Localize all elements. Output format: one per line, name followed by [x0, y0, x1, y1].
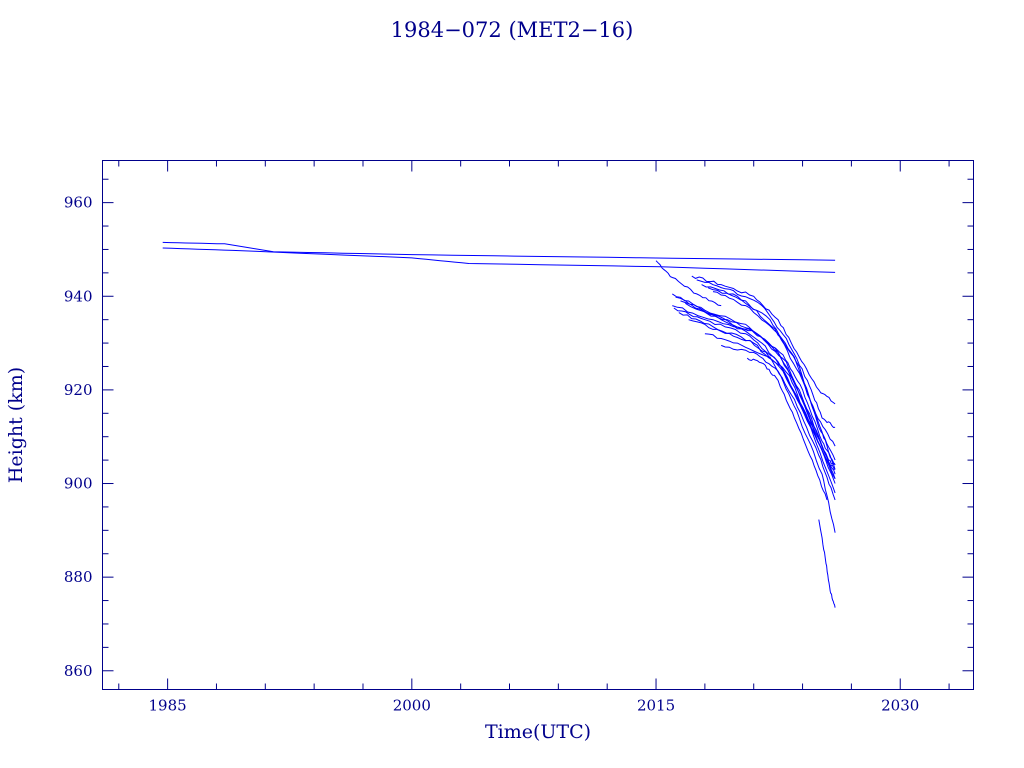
series-line [162, 241, 836, 261]
series-line [707, 287, 836, 461]
axis-ticks [102, 160, 974, 690]
x-tick-label: 1985 [149, 697, 187, 715]
plot-frame [102, 160, 974, 690]
series-line [162, 247, 836, 273]
series-line [675, 296, 836, 475]
series-group [162, 241, 836, 608]
series-line [721, 344, 836, 533]
axis-tick-labels: 1985 2000 2015 2030 860 880 900 920 940 960 [64, 194, 919, 715]
chart-title: 1984−072 (MET2−16) [391, 18, 634, 42]
x-axis-label: Time(UTC) [485, 721, 591, 743]
y-tick-label: 940 [64, 287, 93, 305]
series-line [746, 357, 828, 501]
series-line [818, 519, 836, 608]
y-tick-label: 900 [64, 475, 93, 493]
y-tick-label: 960 [64, 194, 93, 212]
y-tick-label: 860 [64, 662, 93, 680]
x-tick-label: 2015 [637, 697, 675, 715]
series-line [691, 275, 836, 405]
series-line [704, 333, 836, 501]
y-axis-label: Height (km) [5, 367, 27, 483]
y-tick-label: 880 [64, 568, 93, 586]
x-tick-label: 2030 [881, 697, 919, 715]
series-line [696, 279, 836, 429]
series-line [685, 302, 836, 494]
series-line [688, 319, 836, 480]
series-line [672, 305, 836, 466]
x-tick-label: 2000 [393, 697, 431, 715]
series-line [678, 312, 836, 466]
series-line [701, 284, 836, 447]
series-line [655, 260, 722, 307]
series-line [712, 291, 836, 470]
y-tick-label: 920 [64, 381, 93, 399]
